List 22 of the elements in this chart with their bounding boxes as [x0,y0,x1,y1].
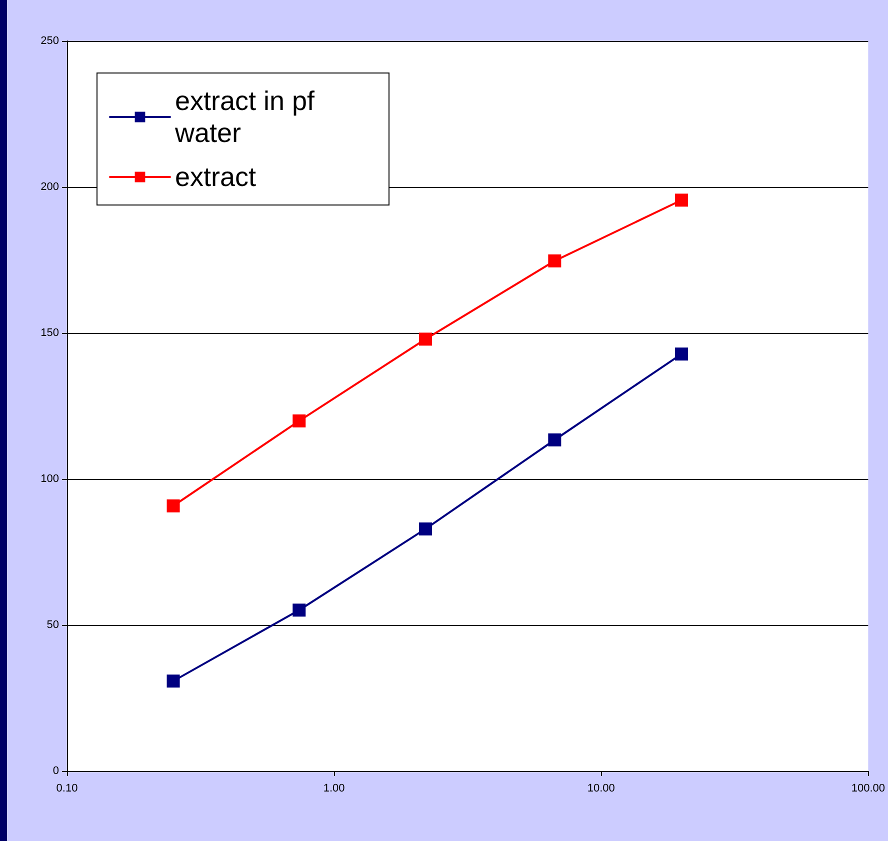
y-tick-label: 0 [52,765,59,777]
y-tick-label: 150 [40,327,59,339]
point [548,433,562,446]
point [419,522,432,536]
x-tick-label: 0.10 [56,782,78,794]
point [292,604,306,617]
point [166,499,180,512]
y-tick-label: 100 [40,473,59,485]
legend-label: extract in pf water [174,86,322,148]
y-tick-label: 200 [40,181,59,193]
point [166,674,180,688]
point [675,194,688,207]
legend-label: extract [175,162,257,192]
point [548,254,562,268]
x-tick-label: 1.00 [323,782,345,794]
y-tick-label: 50 [46,619,59,631]
x-tick-label: 100.00 [851,782,886,794]
point [292,414,306,428]
point [675,348,688,361]
y-tick-label: 250 [40,35,59,47]
point [419,332,432,346]
x-tick-label: 10.00 [587,782,615,794]
